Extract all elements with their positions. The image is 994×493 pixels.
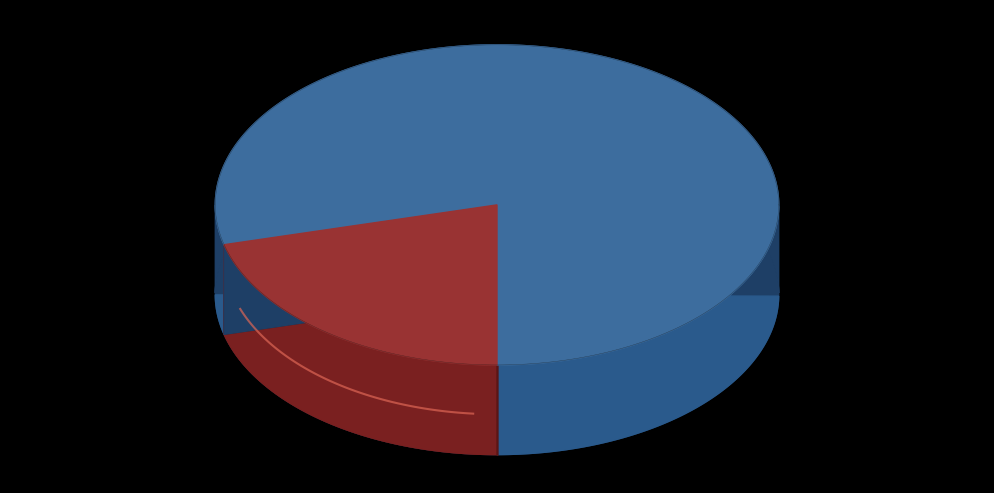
- Polygon shape: [216, 45, 778, 365]
- Polygon shape: [224, 205, 497, 365]
- Polygon shape: [224, 205, 497, 334]
- Polygon shape: [216, 135, 778, 455]
- Polygon shape: [224, 205, 497, 334]
- Polygon shape: [216, 205, 778, 455]
- Polygon shape: [216, 45, 778, 293]
- Polygon shape: [224, 294, 497, 455]
- Polygon shape: [224, 245, 497, 455]
